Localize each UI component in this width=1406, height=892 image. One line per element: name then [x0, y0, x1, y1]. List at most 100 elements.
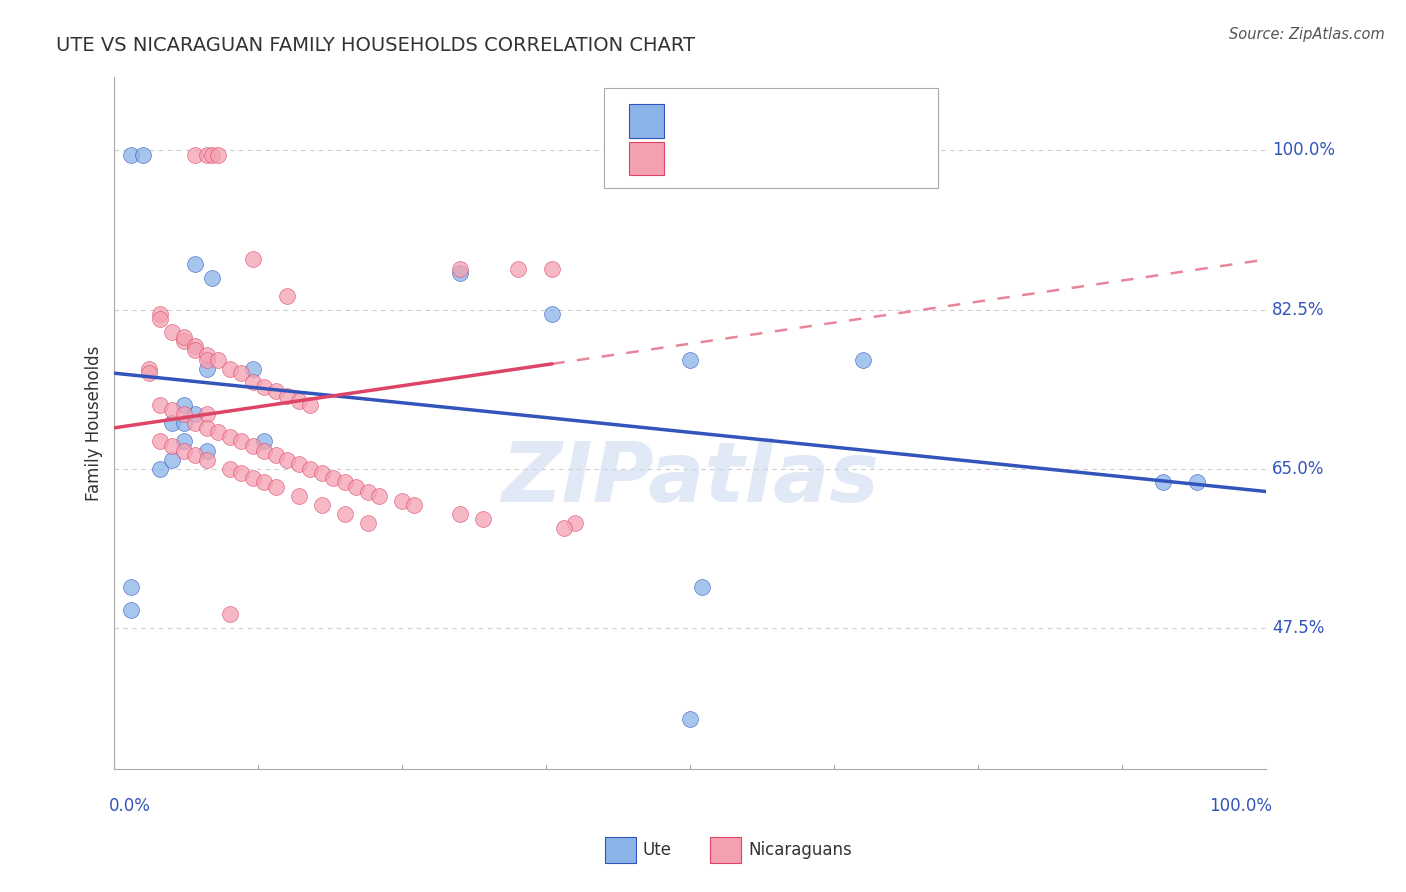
Point [1185, 475, 1208, 490]
Bar [630, 142, 664, 175]
Point [149, 398, 172, 412]
Point [160, 325, 183, 339]
Point [276, 289, 298, 303]
Point [564, 516, 586, 531]
Point [218, 361, 240, 376]
Point [253, 475, 276, 490]
Point [287, 489, 309, 503]
Point [264, 384, 287, 399]
Point [184, 407, 207, 421]
Text: R =  0.081: R = 0.081 [675, 151, 761, 166]
Point [218, 462, 240, 476]
Bar [630, 104, 664, 137]
Text: 100.0%: 100.0% [1209, 797, 1272, 814]
Text: R = -0.242: R = -0.242 [675, 113, 762, 128]
Point [195, 352, 218, 367]
Point [311, 467, 333, 481]
Point [120, 148, 142, 162]
Point [679, 712, 702, 726]
Point [195, 361, 218, 376]
Point [173, 398, 195, 412]
Point [173, 443, 195, 458]
Point [299, 462, 322, 476]
Point [472, 512, 495, 526]
Point [402, 498, 425, 512]
Point [160, 402, 183, 417]
Point [173, 330, 195, 344]
Text: ZIPatlas: ZIPatlas [502, 438, 879, 519]
Point [160, 417, 183, 431]
Point [449, 508, 471, 522]
Point [207, 148, 229, 162]
Point [852, 352, 875, 367]
Point [229, 366, 252, 380]
Point [253, 380, 276, 394]
Point [195, 148, 218, 162]
Point [264, 448, 287, 462]
Point [207, 425, 229, 440]
Text: 82.5%: 82.5% [1272, 301, 1324, 318]
Point [173, 417, 195, 431]
Text: UTE VS NICARAGUAN FAMILY HOUSEHOLDS CORRELATION CHART: UTE VS NICARAGUAN FAMILY HOUSEHOLDS CORR… [56, 36, 695, 54]
Point [184, 257, 207, 271]
Point [184, 343, 207, 358]
Point [160, 439, 183, 453]
Point [333, 475, 356, 490]
Point [207, 352, 229, 367]
Point [690, 580, 713, 594]
Point [132, 148, 155, 162]
Text: Nicaraguans: Nicaraguans [748, 841, 852, 859]
Point [344, 480, 367, 494]
Point [1152, 475, 1174, 490]
Point [149, 311, 172, 326]
Point [138, 366, 160, 380]
Point [311, 498, 333, 512]
Text: 100.0%: 100.0% [1272, 141, 1336, 160]
Point [449, 261, 471, 276]
Point [195, 348, 218, 362]
Point [173, 334, 195, 349]
Point [149, 307, 172, 321]
Point [218, 430, 240, 444]
Point [541, 307, 564, 321]
Point [120, 580, 142, 594]
Point [149, 462, 172, 476]
Point [276, 452, 298, 467]
Point [253, 443, 276, 458]
Point [242, 376, 264, 390]
Point [541, 261, 564, 276]
Point [242, 252, 264, 267]
Point [368, 489, 391, 503]
Point [242, 361, 264, 376]
Point [553, 521, 575, 535]
Text: N = 31: N = 31 [814, 113, 875, 128]
Point [506, 261, 529, 276]
FancyBboxPatch shape [605, 87, 938, 188]
Point [679, 352, 702, 367]
Point [195, 421, 218, 435]
Point [184, 417, 207, 431]
Point [333, 508, 356, 522]
Point [391, 493, 413, 508]
Point [357, 484, 380, 499]
Point [195, 407, 218, 421]
Y-axis label: Family Households: Family Households [86, 345, 103, 501]
Point [299, 398, 322, 412]
Point [264, 480, 287, 494]
Point [201, 270, 224, 285]
Text: N = 71: N = 71 [814, 151, 875, 166]
Point [229, 434, 252, 449]
Text: Source: ZipAtlas.com: Source: ZipAtlas.com [1229, 27, 1385, 42]
Point [276, 389, 298, 403]
Point [120, 603, 142, 617]
Point [173, 434, 195, 449]
Point [184, 448, 207, 462]
Point [195, 443, 218, 458]
Point [173, 407, 195, 421]
Point [218, 607, 240, 622]
Text: 47.5%: 47.5% [1272, 619, 1324, 637]
Point [242, 439, 264, 453]
Point [160, 452, 183, 467]
Point [229, 467, 252, 481]
Point [253, 434, 276, 449]
